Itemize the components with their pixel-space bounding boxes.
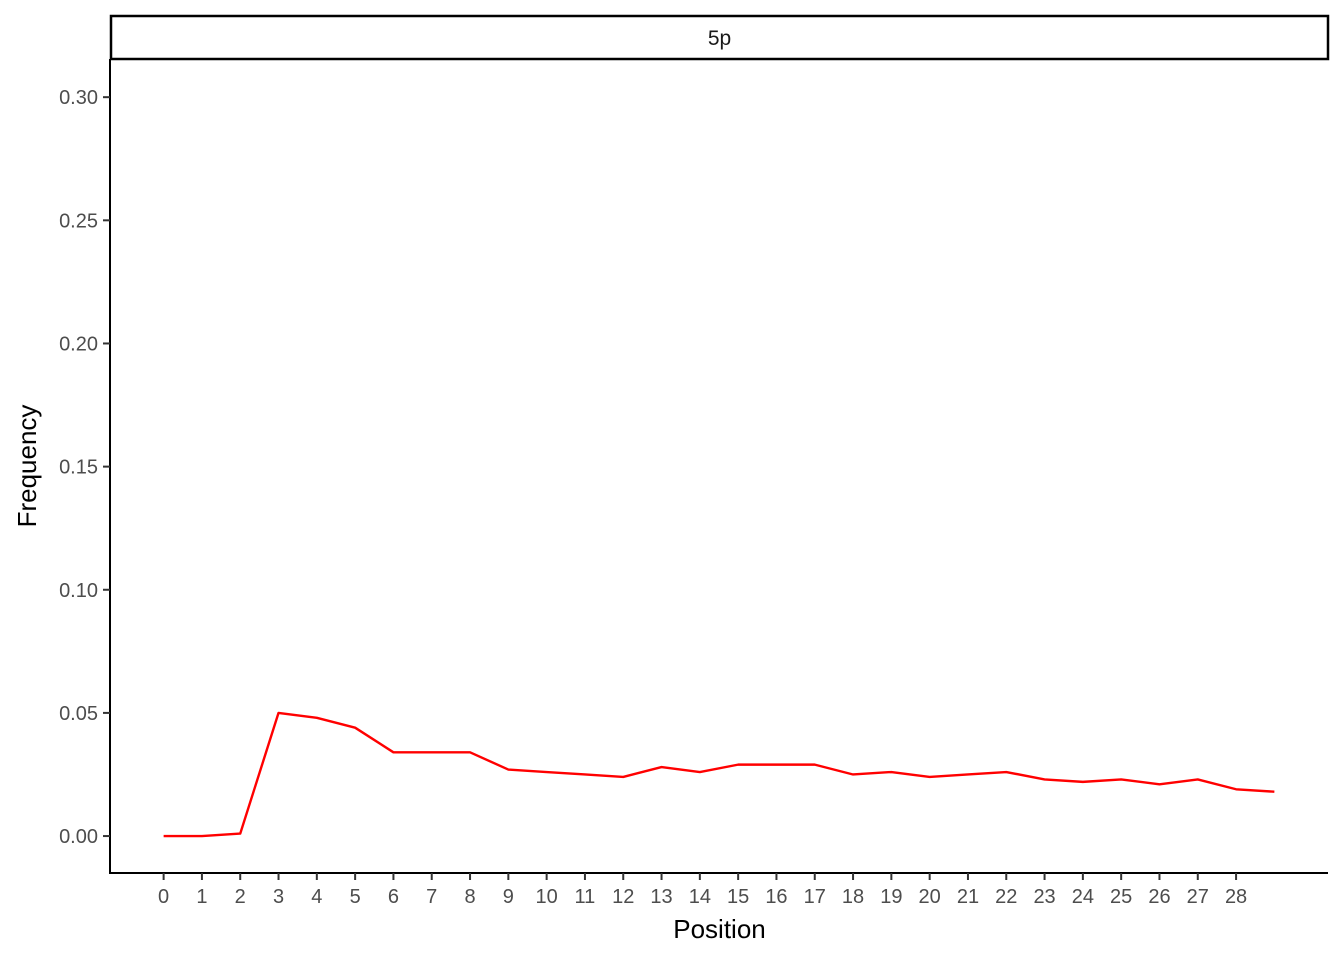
x-tick-label: 2 (235, 886, 246, 908)
y-tick-label: 0.00 (59, 826, 98, 848)
x-axis: 0 1 2 3 4 5 6 7 8 9 10 11 12 13 14 15 16 17 18 19 20 21 22 23 24… (109, 872, 1328, 908)
y-tick-label: 0.30 (59, 87, 98, 109)
x-tick-label: 17 (804, 886, 826, 908)
x-tick-label: 1 (196, 886, 207, 908)
x-tick-label: 14 (689, 886, 711, 908)
x-tick-label: 21 (957, 886, 979, 908)
x-tick-label: 7 (426, 886, 437, 908)
facet-strip-box (109, 14, 1330, 61)
x-tick-label: 8 (464, 886, 475, 908)
x-tick-label: 28 (1225, 886, 1247, 908)
x-tick-label: 26 (1148, 886, 1170, 908)
x-tick-label: 23 (1033, 886, 1055, 908)
series-line-0 (163, 711, 1275, 838)
x-tick-label: 20 (919, 886, 941, 908)
x-tick-label: 27 (1187, 886, 1209, 908)
x-tick-label: 15 (727, 886, 749, 908)
x-tick-label: 25 (1110, 886, 1132, 908)
x-tick-label: 12 (612, 886, 634, 908)
x-tick-label: 4 (311, 886, 322, 908)
x-tick-label: 13 (650, 886, 672, 908)
y-tick-label: 0.25 (59, 210, 98, 232)
y-axis: 0.00 0.05 0.10 0.15 0.20 0.25 0.30 (59, 59, 111, 873)
x-tick-label: 6 (388, 886, 399, 908)
facet-strip: 5p (109, 14, 1330, 61)
x-tick-label: 11 (575, 886, 596, 908)
y-tick-label: 0.15 (59, 457, 98, 479)
x-tick-label: 5 (350, 886, 361, 908)
y-tick-label: 0.10 (59, 580, 98, 602)
x-tick-label: 10 (536, 886, 558, 908)
facet-strip-label: 5p (708, 27, 731, 50)
x-tick-label: 22 (995, 886, 1017, 908)
x-tick-label: 18 (842, 886, 864, 908)
x-tick-label: 24 (1072, 886, 1094, 908)
x-tick-label: 3 (273, 886, 284, 908)
x-axis-title: Position (673, 914, 766, 944)
y-axis-title: Frequency (12, 405, 42, 528)
series-layer (163, 711, 1275, 838)
y-tick-label: 0.05 (59, 703, 98, 725)
x-tick-label: 9 (503, 886, 514, 908)
y-tick-label: 0.20 (59, 333, 98, 355)
x-tick-label: 0 (158, 886, 169, 908)
x-tick-label: 16 (765, 886, 787, 908)
x-tick-label: 19 (880, 886, 902, 908)
